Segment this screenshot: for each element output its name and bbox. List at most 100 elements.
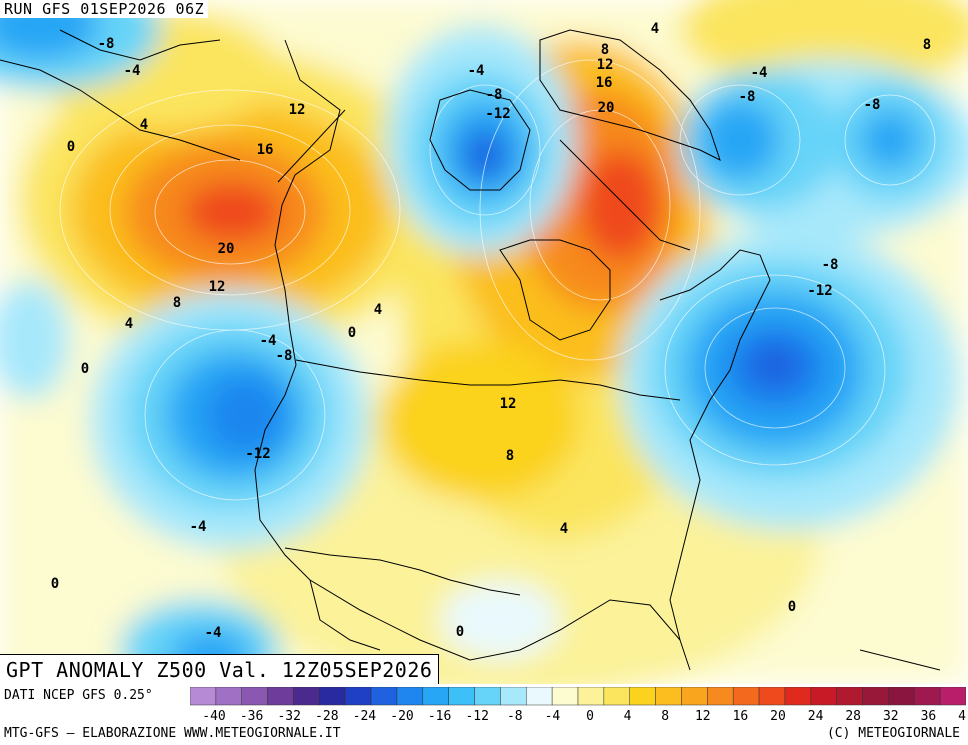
legend-swatch xyxy=(293,687,320,706)
legend-swatch xyxy=(836,687,863,706)
legend-swatch xyxy=(526,687,553,706)
contour-label: -12 xyxy=(807,283,832,299)
contour-label: 12 xyxy=(500,396,517,412)
legend-tick-label: 24 xyxy=(808,709,824,724)
contour-label: 4 xyxy=(374,302,382,318)
legend-swatch xyxy=(629,687,656,706)
copyright-text: (C) METEOGIORNALE xyxy=(826,726,960,741)
legend-swatch xyxy=(914,687,941,706)
contour-label: 4 xyxy=(125,316,133,332)
contour-label: 8 xyxy=(173,295,181,311)
contour-label: 12 xyxy=(597,57,614,73)
anomaly-map: -8 -4 4 0 12 16 20 12 8 4 -4 -8 0 4 0 -4… xyxy=(0,0,968,684)
contour-label: 8 xyxy=(506,448,514,464)
contour-label: -8 xyxy=(486,87,503,103)
legend-swatch xyxy=(784,687,812,706)
contour-label: 4 xyxy=(560,521,568,537)
legend-tick-label: -20 xyxy=(390,709,413,724)
legend-tick-label: 40 xyxy=(958,709,966,724)
legend-tick-label: 20 xyxy=(770,709,786,724)
contour-label: 12 xyxy=(289,102,306,118)
legend-swatch xyxy=(732,687,760,706)
contour-label: -8 xyxy=(276,348,293,364)
credit-text: MTG-GFS – ELABORAZIONE WWW.METEOGIORNALE… xyxy=(4,726,341,741)
contour-label: -4 xyxy=(751,65,768,81)
legend-tick-label: 0 xyxy=(586,709,594,724)
legend-swatch xyxy=(603,687,630,706)
contour-value-labels: -8 -4 4 0 12 16 20 12 8 4 -4 -8 0 4 0 -4… xyxy=(51,21,931,641)
contour-label: 16 xyxy=(257,142,274,158)
legend-tick-label: -16 xyxy=(428,709,451,724)
contour-label: 0 xyxy=(456,624,464,640)
legend-tick-label: 16 xyxy=(733,709,749,724)
legend-tick-label: 12 xyxy=(695,709,711,724)
anomaly-field xyxy=(0,0,968,684)
contour-label: -4 xyxy=(124,63,141,79)
contour-label: -8 xyxy=(98,36,115,52)
contour-label: -12 xyxy=(245,446,270,462)
map-title: GPT ANOMALY Z500 Val. 12Z05SEP2026 xyxy=(0,654,440,685)
contour-label: 4 xyxy=(651,21,659,37)
legend-swatch xyxy=(758,687,786,706)
legend-tick-label: -28 xyxy=(315,709,338,724)
legend-tick-label: -24 xyxy=(353,709,377,724)
contour-label: -12 xyxy=(485,106,510,122)
legend-swatch xyxy=(267,687,294,706)
contour-label: 0 xyxy=(67,139,75,155)
contour-label: 20 xyxy=(598,100,615,116)
legend-swatch xyxy=(448,687,475,706)
contour-label: -4 xyxy=(260,333,277,349)
legend-swatch xyxy=(370,687,398,706)
legend-swatch xyxy=(707,687,734,706)
contour-label: 4 xyxy=(140,117,148,133)
contour-label: 8 xyxy=(923,37,931,53)
legend-swatch xyxy=(888,687,915,706)
legend-swatch xyxy=(939,687,966,706)
contour-label: 0 xyxy=(51,576,59,592)
legend-swatch xyxy=(862,687,889,706)
color-legend: -40 -36 -32 -28 -24 -20 -16 -12 -8 -4 0 4 8 12 16 20 24 2… xyxy=(190,687,966,724)
legend-tick-label: -4 xyxy=(545,709,561,724)
legend-swatch xyxy=(655,687,682,706)
legend-tick-label: 32 xyxy=(883,709,899,724)
contour-label: -4 xyxy=(190,519,207,535)
legend-tick-label: -36 xyxy=(240,709,263,724)
legend-swatch xyxy=(577,687,605,706)
legend-swatch xyxy=(551,687,579,706)
political-borders xyxy=(277,109,681,596)
legend-swatch xyxy=(396,687,424,706)
contour-label: -4 xyxy=(205,625,222,641)
legend-tick-label: -8 xyxy=(507,709,523,724)
legend-tick-label: -32 xyxy=(277,709,300,724)
contour-label: 16 xyxy=(596,75,613,91)
run-label: RUN GFS 01SEP2026 06Z xyxy=(0,0,209,18)
contour-label: 12 xyxy=(209,279,226,295)
legend-tick-label: -12 xyxy=(465,709,488,724)
legend-swatch xyxy=(422,687,449,706)
legend-tick-label: 4 xyxy=(624,709,632,724)
legend-tick-label: -40 xyxy=(202,709,225,724)
contour-label: 0 xyxy=(788,599,796,615)
legend-tick-label: 28 xyxy=(845,709,861,724)
contour-label: -8 xyxy=(739,89,756,105)
contour-label: -8 xyxy=(864,97,881,113)
legend-swatch xyxy=(241,687,268,706)
contour-label: 0 xyxy=(348,325,356,341)
legend-swatch xyxy=(474,687,501,706)
data-source: DATI NCEP GFS 0.25° xyxy=(4,688,153,703)
legend-swatch xyxy=(500,687,527,706)
legend-tick-label: 36 xyxy=(921,709,937,724)
contour-label: 8 xyxy=(601,42,609,58)
coastlines xyxy=(0,29,941,671)
legend-tick-label: 8 xyxy=(661,709,669,724)
legend-swatch xyxy=(215,687,242,706)
legend-swatch xyxy=(810,687,837,706)
legend-swatch xyxy=(319,687,346,706)
legend-swatch xyxy=(344,687,372,706)
legend-swatch xyxy=(190,687,217,706)
contour-label: -8 xyxy=(822,257,839,273)
legend-swatch xyxy=(681,687,708,706)
contour-label: 20 xyxy=(218,241,235,257)
contour-label: 0 xyxy=(81,361,89,377)
contour-label: -4 xyxy=(468,63,485,79)
